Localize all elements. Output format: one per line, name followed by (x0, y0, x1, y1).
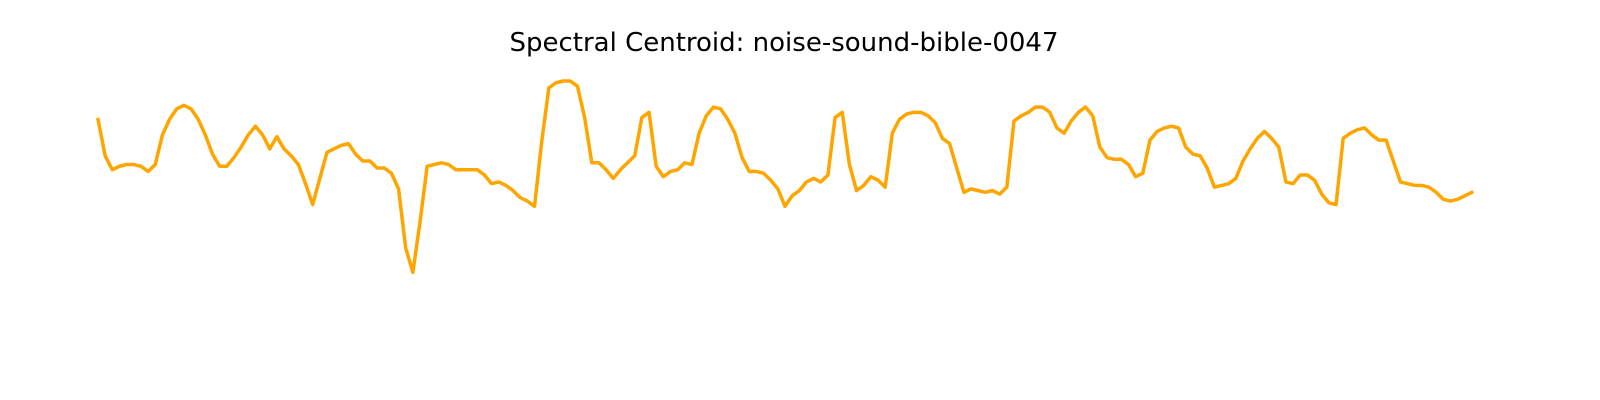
chart-title: Spectral Centroid: noise-sound-bible-004… (509, 28, 1058, 58)
series-line-spectral-centroid (96, 79, 1474, 275)
plot-area (96, 79, 1474, 275)
